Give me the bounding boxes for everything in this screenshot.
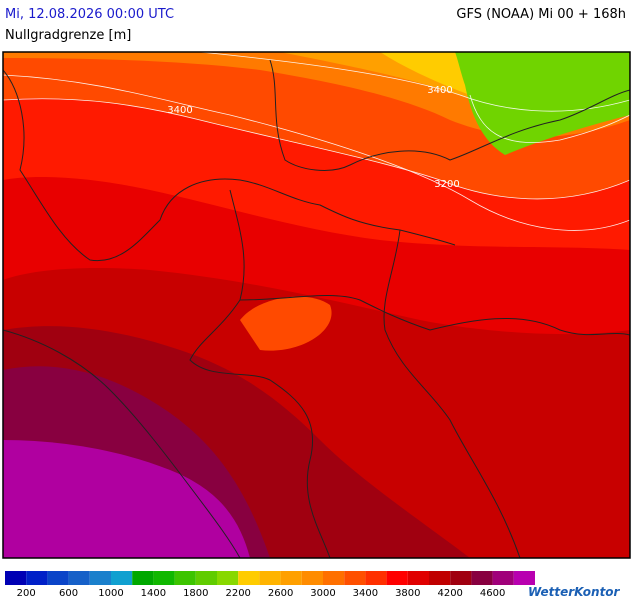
legend-swatch [429,571,451,585]
legend-label: 1000 [98,588,123,599]
legend-swatch [407,571,429,585]
legend-swatch [386,571,408,585]
legend-swatch [47,571,69,585]
legend-label: 4200 [437,588,462,599]
model-label: GFS (NOAA) Mi 00 + 168h [456,7,626,22]
legend-label: 2200 [225,588,250,599]
legend-label: 600 [59,588,78,599]
legend-swatch [153,571,175,585]
legend-swatch [89,571,111,585]
map-area: 3400 3400 3200 [2,51,631,559]
legend-swatch [111,571,133,585]
legend-label: 1400 [141,588,166,599]
legend-label: 3400 [353,588,378,599]
legend-swatch [132,571,154,585]
legend-swatch [26,571,48,585]
legend-label: 4600 [480,588,505,599]
legend-swatch [492,571,514,585]
logo: WetterKontor [528,585,621,599]
legend-swatch [259,571,281,585]
legend-swatch [450,571,472,585]
legend-swatch [280,571,302,585]
parameter-label: Nullgradgrenze [m] [5,28,131,43]
legend-swatch [68,571,90,585]
contour-label: 3400 [167,105,192,116]
legend-swatch [217,571,239,585]
legend-swatch [301,571,323,585]
contour-label: 3200 [434,179,459,190]
legend-label: 3800 [395,588,420,599]
legend-label: 1800 [183,588,208,599]
legend-swatch [238,571,260,585]
legend-label: 2600 [268,588,293,599]
date-label: Mi, 12.08.2026 00:00 UTC [5,7,174,22]
legend-swatch [365,571,387,585]
legend-swatch [344,571,366,585]
legend-swatch [5,571,27,585]
legend-swatch [513,571,535,585]
legend-label: 3000 [310,588,335,599]
legend-swatch [471,571,493,585]
legend-swatch [323,571,345,585]
color-legend: 200 600 1000 1400 1800 2200 2600 3000 3400 3800 42… [5,571,535,599]
legend-label: 200 [17,588,36,599]
contour-label: 3400 [427,85,452,96]
map-frame [2,51,631,559]
legend-swatch [174,571,196,585]
legend-swatch [195,571,217,585]
